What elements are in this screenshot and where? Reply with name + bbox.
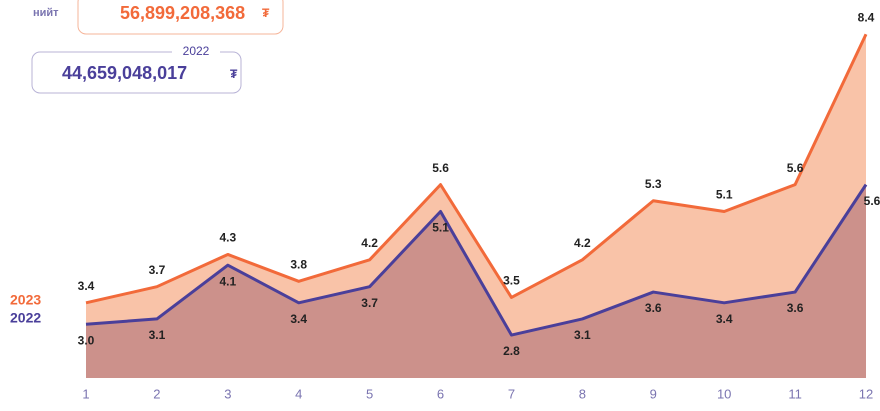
total-value: 56,899,208,368: [120, 3, 245, 23]
plot: 3.4 3.7 4.3 3.8 4.2 5.6 3.5 4.2 5.3 5.1 5.6 8.4 2023…: [10, 10, 880, 401]
value-label: 5.1: [432, 221, 449, 235]
total-label: нийт: [33, 7, 59, 19]
value-label: 3.5: [503, 274, 520, 288]
x-tick-label: 2: [153, 386, 160, 401]
value-label: 3.4: [78, 279, 95, 293]
value-label: 3.7: [361, 296, 378, 310]
value-label: 5.6: [787, 161, 804, 175]
x-tick-label: 10: [717, 386, 731, 401]
value-label: 2.8: [503, 344, 520, 358]
value-label: 3.4: [716, 312, 733, 326]
total-currency: ₮: [262, 6, 270, 20]
value-label: 5.6: [864, 194, 880, 208]
x-tick-label: 4: [295, 386, 302, 401]
value-label: 4.1: [219, 274, 236, 288]
legend-label: 2022: [10, 310, 41, 326]
value-label: 5.3: [645, 177, 662, 191]
value-label: 3.1: [149, 328, 166, 342]
x-tick-label: 3: [224, 386, 231, 401]
x-tick-label: 11: [788, 386, 802, 401]
x-tick-label: 8: [579, 386, 586, 401]
value-label: 3.7: [149, 263, 166, 277]
x-tick-label: 5: [366, 386, 373, 401]
value-label: 3.8: [290, 257, 307, 271]
value-label: 4.2: [361, 236, 378, 250]
x-tick-label: 7: [508, 386, 515, 401]
value-label: 3.0: [78, 333, 95, 347]
value-label: 4.2: [574, 236, 591, 250]
x-tick-label: 9: [650, 386, 657, 401]
line: [85, 33, 868, 305]
prev-label: 2022: [183, 44, 210, 58]
legend-label: 2023: [10, 292, 41, 308]
value-label: 5.1: [716, 188, 733, 202]
prev-currency: ₮: [230, 67, 238, 81]
prev-label-bg: [172, 44, 220, 58]
value-label: 5.6: [432, 161, 449, 175]
value-label: 4.3: [219, 231, 236, 245]
x-tick-label: 6: [437, 386, 444, 401]
value-label: 3.1: [574, 328, 591, 342]
x-tick-label: 1: [82, 386, 89, 401]
area: [86, 184, 866, 378]
value-label: 8.4: [858, 10, 875, 24]
total-box: [77, 0, 284, 35]
value-label: 3.4: [290, 312, 307, 326]
prev-box: [31, 51, 242, 94]
x-tick-label: 12: [859, 386, 873, 401]
prev-value: 44,659,048,017: [62, 63, 187, 83]
value-label: 3.6: [787, 301, 804, 315]
line: [85, 183, 868, 337]
value-label: 3.6: [645, 301, 662, 315]
